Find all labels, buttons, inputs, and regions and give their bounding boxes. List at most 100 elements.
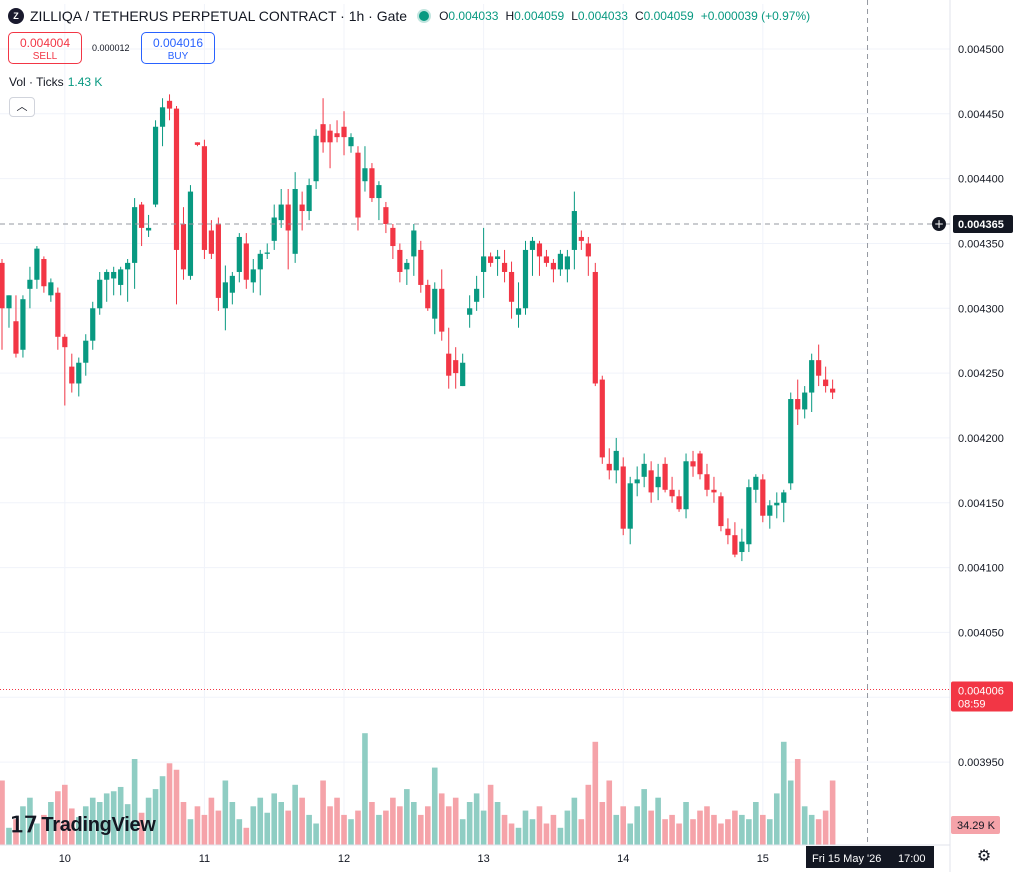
candle-body — [599, 379, 605, 458]
candle-body — [802, 392, 808, 410]
volume-bar — [411, 802, 417, 845]
volume-value-label: 34.29 K — [957, 820, 996, 832]
candle-body — [208, 230, 214, 254]
close-value: 0.004059 — [643, 9, 694, 23]
high-value: 0.004059 — [514, 9, 565, 23]
candle-body — [369, 168, 375, 199]
buy-label: BUY — [167, 51, 189, 62]
volume-bar — [787, 780, 794, 845]
candle-body — [187, 191, 194, 276]
candle-body — [27, 279, 33, 289]
candle-body — [467, 308, 473, 315]
candle-body — [474, 288, 480, 302]
last-price-tag — [951, 681, 1013, 712]
time-axis-label: 12 — [338, 853, 350, 865]
volume-bar — [585, 784, 592, 845]
volume-bar — [431, 767, 438, 845]
volume-bar — [48, 802, 54, 845]
candle-body — [746, 487, 752, 545]
volume-bar — [166, 763, 173, 845]
candle-body — [104, 271, 110, 280]
volume-bar — [145, 797, 152, 845]
candle-body — [229, 275, 235, 293]
candle-body — [264, 252, 270, 254]
volume-bar — [480, 810, 487, 845]
last-price-label: 0.004006 — [958, 685, 1004, 697]
candle-body — [515, 308, 522, 315]
volume-bar — [599, 802, 606, 845]
settings-gear-icon[interactable]: ⚙ — [976, 848, 992, 865]
volume-legend[interactable]: Vol · Ticks 1.43 K — [9, 75, 102, 89]
volume-bar — [648, 810, 654, 845]
volume-bar — [117, 786, 124, 845]
crosshair-time-tag — [806, 846, 934, 868]
buy-button[interactable]: 0.004016 BUY — [141, 32, 215, 64]
volume-bar — [159, 776, 166, 845]
candle-body — [180, 224, 187, 270]
volume-bar — [369, 802, 375, 845]
candle-body — [125, 262, 131, 270]
candle-body — [571, 211, 577, 250]
volume-bar — [739, 814, 745, 845]
candle-body — [816, 360, 822, 376]
candle-body — [655, 476, 661, 488]
candle-body — [152, 126, 159, 205]
volume-bar — [676, 823, 682, 845]
candle-body — [271, 217, 277, 241]
volume-bar — [124, 804, 131, 845]
volume-bar — [20, 806, 26, 845]
candle-body — [494, 256, 501, 260]
crosshair-price-tag — [953, 215, 1013, 233]
low-value: 0.004033 — [577, 9, 628, 23]
candle-body — [522, 249, 529, 309]
candle-body — [355, 152, 361, 218]
volume-bar — [229, 802, 236, 845]
tradingview-logo[interactable]: 𝟣𝟩 TradingView — [10, 812, 156, 838]
candle-body — [488, 256, 494, 263]
low-key: L — [571, 9, 578, 23]
volume-bar — [418, 814, 424, 845]
candle-body — [292, 188, 298, 254]
candle-body — [362, 168, 368, 182]
candle-body — [341, 126, 347, 138]
crosshair-time-label-hour: 17:00 — [898, 853, 926, 865]
volume-bar — [285, 810, 291, 845]
volume-bar — [620, 806, 627, 845]
volume-bar — [780, 741, 787, 845]
volume-bar — [397, 806, 403, 845]
time-axis-label: 14 — [617, 853, 629, 865]
volume-bar — [306, 814, 312, 845]
volume-bar — [711, 814, 717, 845]
candle-body — [585, 243, 591, 257]
candle-body — [529, 240, 536, 250]
volume-bar — [250, 806, 257, 845]
chart-title[interactable]: ZILLIQA / TETHERUS PERPETUAL CONTRACT · … — [30, 8, 408, 24]
sell-button[interactable]: 0.004004 SELL — [8, 32, 82, 64]
price-axis-label: 0.004500 — [958, 44, 1004, 56]
volume-bar — [103, 793, 110, 845]
volume-bar — [424, 806, 431, 845]
volume-bar — [355, 810, 361, 845]
candle-body — [732, 535, 738, 555]
candle-body — [69, 366, 75, 384]
sell-label: SELL — [32, 51, 58, 62]
candle-body — [613, 450, 619, 471]
price-axis-label: 0.004150 — [958, 498, 1004, 510]
candle-body — [683, 461, 689, 510]
candle-body — [788, 399, 794, 484]
candle-body — [648, 470, 654, 493]
crosshair-time-label: Fri 15 May '26 — [812, 853, 881, 865]
candle-body — [111, 271, 117, 279]
price-axis-label: 0.004250 — [958, 368, 1004, 380]
candle-body — [159, 107, 166, 127]
candle-body — [620, 466, 626, 529]
candle-body — [774, 502, 780, 506]
candle-body — [390, 227, 396, 247]
collapse-legend-button[interactable]: ︿ — [9, 97, 35, 117]
candle-body — [90, 308, 96, 341]
volume-bar — [264, 812, 271, 845]
volume-bar — [592, 741, 599, 845]
volume-bar — [522, 810, 529, 845]
volume-bar — [808, 814, 815, 845]
